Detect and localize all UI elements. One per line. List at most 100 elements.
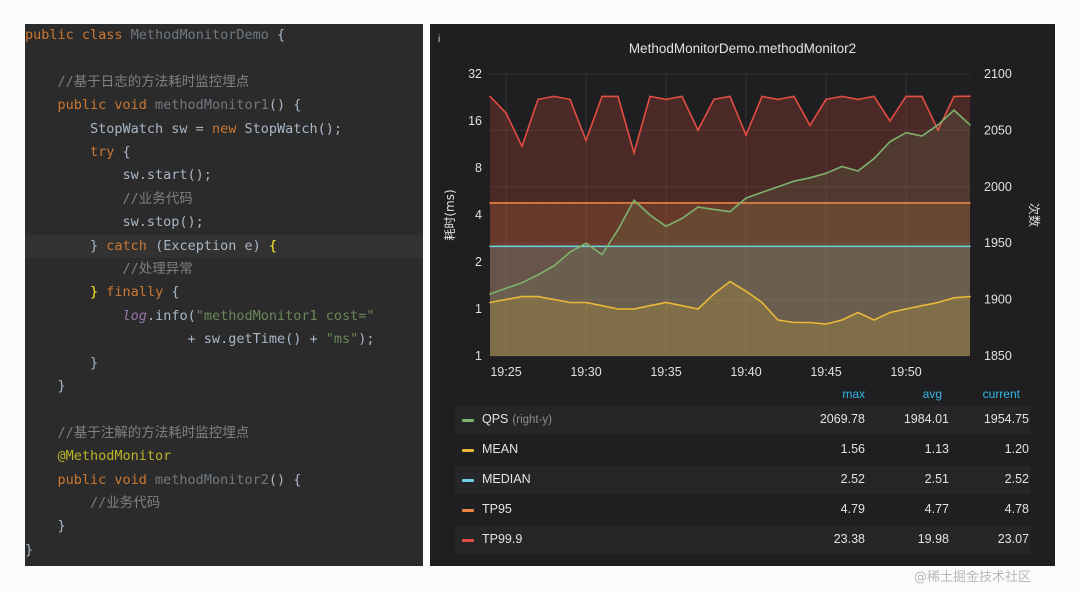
data-point bbox=[633, 308, 635, 310]
data-point bbox=[793, 180, 795, 182]
legend-series-name[interactable]: MEDIAN bbox=[482, 472, 531, 486]
data-point bbox=[793, 245, 795, 248]
code-token: sw.start(); bbox=[25, 167, 212, 184]
data-point bbox=[777, 98, 779, 101]
y2-tick-label: 2050 bbox=[984, 123, 1012, 137]
data-point bbox=[521, 281, 523, 284]
legend-series-name[interactable]: MEAN bbox=[482, 442, 518, 456]
code-line[interactable]: } catch (Exception e) { bbox=[25, 234, 423, 258]
data-point bbox=[873, 157, 875, 160]
data-point bbox=[793, 202, 795, 204]
data-point bbox=[857, 311, 859, 314]
data-point bbox=[793, 321, 795, 324]
data-point bbox=[889, 140, 891, 143]
data-point bbox=[921, 245, 923, 248]
code-token: //业务代码 bbox=[25, 190, 193, 207]
code-token: methodMonitor2 bbox=[155, 471, 269, 488]
series-area-median bbox=[490, 246, 970, 356]
data-point bbox=[761, 95, 763, 98]
data-point bbox=[537, 274, 539, 276]
legend-value-avg: 2.51 bbox=[924, 472, 949, 486]
code-line[interactable]: } bbox=[25, 352, 423, 375]
data-point bbox=[969, 202, 971, 204]
legend-header-current[interactable]: current bbox=[982, 387, 1020, 401]
data-point bbox=[569, 202, 571, 204]
code-line[interactable]: log.info("methodMonitor1 cost=" bbox=[25, 305, 423, 328]
series-area-mean bbox=[490, 281, 970, 356]
legend-value-current: 23.07 bbox=[997, 532, 1029, 546]
y2-tick-label: 2100 bbox=[984, 67, 1012, 81]
legend-swatch bbox=[462, 419, 474, 422]
data-point bbox=[921, 95, 923, 98]
data-point bbox=[873, 95, 875, 98]
series-name-text: QPS bbox=[482, 412, 509, 426]
code-line[interactable]: } finally { bbox=[25, 281, 423, 304]
data-point bbox=[553, 95, 555, 98]
code-line[interactable]: StopWatch sw = new StopWatch(); bbox=[25, 118, 423, 141]
legend-row-tp999[interactable]: TP99.9 23.38 19.98 23.07 bbox=[455, 526, 1030, 554]
data-point bbox=[537, 202, 539, 204]
code-line[interactable]: } bbox=[25, 539, 423, 562]
legend-row-median[interactable]: MEDIAN 2.52 2.51 2.52 bbox=[455, 466, 1030, 494]
legend-series-name[interactable]: QPS (right-y) bbox=[482, 412, 552, 426]
data-point bbox=[841, 202, 843, 204]
data-point bbox=[825, 245, 827, 248]
legend-series-name[interactable]: TP95 bbox=[482, 502, 512, 516]
legend-swatch bbox=[462, 539, 474, 542]
data-point bbox=[617, 245, 619, 248]
legend-row-tp95[interactable]: TP95 4.79 4.77 4.78 bbox=[455, 496, 1030, 524]
data-point bbox=[921, 202, 923, 204]
panel-title[interactable]: MethodMonitorDemo.methodMonitor2 bbox=[628, 41, 857, 56]
code-line[interactable]: sw.start(); bbox=[25, 164, 423, 187]
code-line[interactable]: public void methodMonitor2() { bbox=[25, 469, 423, 492]
data-point bbox=[873, 245, 875, 248]
code-line[interactable]: //业务代码 bbox=[25, 492, 423, 515]
data-point bbox=[489, 245, 491, 248]
code-line[interactable]: //基于注解的方法耗时监控埋点 bbox=[25, 422, 423, 445]
legend-row-mean[interactable]: MEAN 1.56 1.13 1.20 bbox=[455, 436, 1030, 464]
code-line[interactable]: @MethodMonitor bbox=[25, 445, 423, 468]
data-point bbox=[537, 98, 539, 101]
data-point bbox=[665, 301, 667, 304]
legend-value-max: 23.38 bbox=[833, 532, 865, 546]
x-tick-label: 19:50 bbox=[890, 365, 921, 379]
data-point bbox=[601, 95, 603, 98]
code-line[interactable]: public class MethodMonitorDemo { bbox=[25, 24, 423, 47]
data-point bbox=[777, 186, 779, 188]
legend-header-avg[interactable]: avg bbox=[922, 387, 942, 401]
code-token: methodMonitor1 bbox=[155, 97, 269, 114]
series-name-text: MEAN bbox=[482, 442, 519, 456]
data-point bbox=[649, 214, 651, 216]
code-line[interactable]: } bbox=[25, 515, 423, 538]
code-line[interactable]: //业务代码 bbox=[25, 188, 423, 211]
code-line[interactable]: + sw.getTime() + "ms"); bbox=[25, 328, 423, 351]
data-point bbox=[729, 245, 731, 248]
data-point bbox=[553, 298, 555, 301]
y-tick-label: 1 bbox=[475, 302, 482, 316]
data-point bbox=[777, 202, 779, 204]
code-line[interactable]: public void methodMonitor1() { bbox=[25, 94, 423, 117]
code-line[interactable] bbox=[25, 47, 423, 70]
code-line[interactable]: //处理异常 bbox=[25, 258, 423, 281]
code-line[interactable]: } bbox=[25, 375, 423, 398]
data-point bbox=[521, 295, 523, 298]
info-icon[interactable]: i bbox=[438, 34, 441, 45]
data-point bbox=[889, 245, 891, 248]
legend-header-max[interactable]: max bbox=[842, 387, 865, 401]
code-line[interactable] bbox=[25, 398, 423, 421]
legend-series-name[interactable]: TP99.9 bbox=[482, 532, 522, 546]
code-token: } bbox=[25, 518, 66, 535]
data-point bbox=[681, 95, 683, 98]
legend-value-max: 4.79 bbox=[840, 502, 865, 516]
code-editor[interactable]: public class MethodMonitorDemo { //基于日志的… bbox=[25, 24, 423, 566]
data-point bbox=[681, 217, 683, 220]
data-point bbox=[697, 129, 699, 131]
data-point bbox=[937, 129, 939, 131]
code-line[interactable]: //基于日志的方法耗时监控埋点 bbox=[25, 71, 423, 94]
legend-row-qps[interactable]: QPS (right-y) 2069.78 1984.01 1954.75 bbox=[455, 406, 1030, 434]
code-line[interactable]: sw.stop(); bbox=[25, 211, 423, 234]
code-line[interactable]: try { bbox=[25, 141, 423, 164]
y-tick-label: 8 bbox=[475, 161, 482, 175]
data-point bbox=[553, 202, 555, 204]
data-point bbox=[713, 208, 715, 211]
